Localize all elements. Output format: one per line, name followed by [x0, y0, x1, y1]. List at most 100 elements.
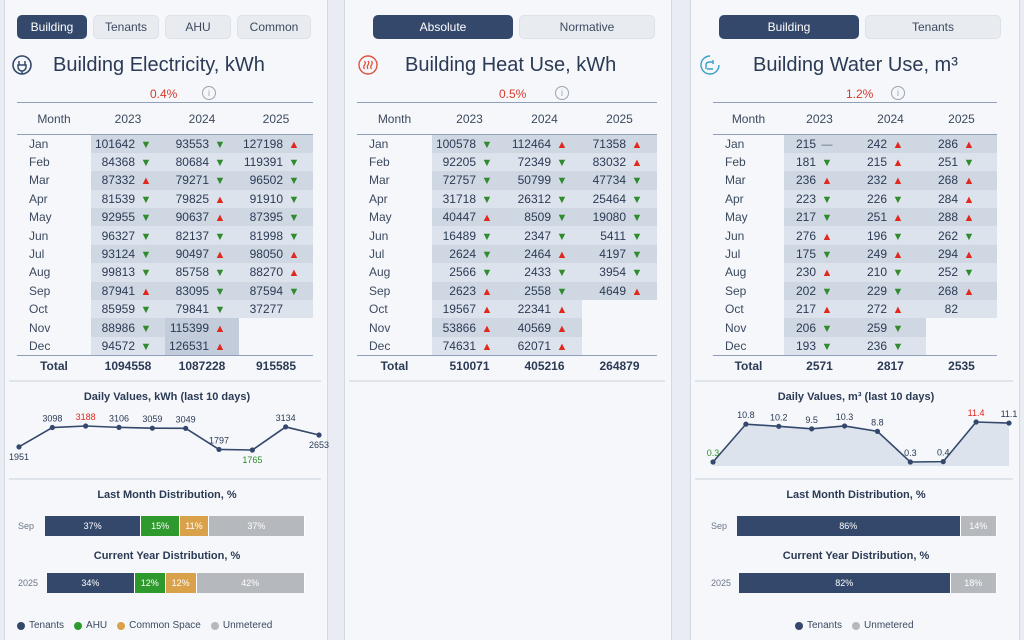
cell-value: 284 [937, 191, 958, 206]
cell-value: 53866 [442, 320, 476, 335]
table-cell: 100578 ▼ [432, 134, 507, 153]
info-icon[interactable]: i [555, 86, 569, 100]
table-row: Oct 217 ▲ 272 ▲ 82 [713, 300, 997, 319]
tab-normative[interactable]: Normative [519, 15, 655, 39]
month-label: Mar [369, 173, 390, 188]
column-header: 2024 [165, 102, 239, 135]
table-cell: 40569 ▲ [507, 318, 582, 337]
table-row: Apr 223 ▼ 226 ▼ 284 ▲ [713, 189, 997, 209]
data-label: 3049 [176, 414, 196, 424]
table-cell: 37277 [239, 300, 313, 319]
tab-absolute[interactable]: Absolute [373, 15, 513, 39]
cell-value: 85959 [101, 302, 135, 317]
column-header: Month [713, 102, 784, 135]
total-value: 915585 [239, 354, 313, 378]
table-cell [582, 318, 657, 336]
table-cell [582, 300, 657, 318]
tab-tenants[interactable]: Tenants [865, 15, 1001, 39]
arrow-up-icon: ▲ [556, 138, 568, 151]
table-cell: 93553 ▼ [165, 134, 239, 153]
month-label: Mar [29, 173, 50, 188]
cell-value: 181 [795, 155, 816, 170]
data-label: 11.1 [1001, 409, 1018, 419]
electricity-panel: Building Tenants AHU Common Building Ele… [4, 0, 329, 640]
table-row: Nov 53866 ▲ 40569 ▲ [357, 318, 657, 337]
info-icon[interactable]: i [891, 86, 905, 100]
tab-building[interactable]: Building [719, 15, 859, 39]
arrow-down-icon: ▼ [140, 193, 152, 206]
cell-value: 93553 [175, 136, 209, 151]
data-label: 3106 [109, 413, 129, 423]
tab-common[interactable]: Common [237, 15, 311, 39]
tab-building[interactable]: Building [17, 15, 87, 39]
cell-value: 83032 [592, 155, 626, 170]
cell-value: 50799 [517, 173, 551, 188]
table-cell: 127198 ▲ [239, 134, 313, 153]
arrow-up-icon: ▲ [821, 230, 833, 243]
arrow-down-icon: ▼ [214, 138, 226, 151]
water-legend: Tenants Unmetered [795, 620, 914, 631]
data-point [249, 447, 255, 453]
cell-value: 252 [937, 265, 958, 280]
data-point [16, 444, 22, 450]
cell-value: 100578 [435, 136, 476, 151]
cell-value: 251 [866, 210, 887, 225]
cell-value: 2347 [524, 228, 551, 243]
arrow-down-icon: ▼ [631, 267, 643, 280]
column-header: Month [17, 102, 91, 135]
divider [9, 478, 321, 480]
electricity-legend: Tenants AHU Common Space Unmetered [17, 620, 272, 631]
seg-ahu: 15% [141, 516, 181, 536]
divider [349, 380, 665, 382]
table-row: Apr 81539 ▼ 79825 ▲ 91910 ▼ [17, 189, 313, 209]
cell-value: 22341 [517, 302, 551, 317]
table-row: Apr 31718 ▼ 26312 ▼ 25464 ▼ [357, 189, 657, 209]
month-label: Jun [369, 228, 389, 243]
table-cell: 202 ▼ [784, 281, 855, 301]
table-row: Nov 206 ▼ 259 ▼ [713, 318, 997, 337]
arrow-down-icon: ▼ [821, 212, 833, 225]
month-label: Apr [29, 191, 48, 206]
info-icon[interactable]: i [202, 86, 216, 100]
cell-value: 8509 [524, 210, 551, 225]
table-cell: 16489 ▼ [432, 226, 507, 245]
month-label: Feb [369, 155, 390, 170]
tab-ahu[interactable]: AHU [165, 15, 231, 39]
table-cell: 2558 ▼ [507, 281, 582, 301]
month-label: Sep [29, 283, 51, 298]
tab-tenants[interactable]: Tenants [93, 15, 159, 39]
seg-tenants: 86% [737, 516, 961, 536]
seg-tenants: 82% [739, 573, 951, 593]
arrow-up-icon: ▲ [481, 212, 493, 225]
cell-value: 96502 [249, 173, 283, 188]
column-header: 2023 [91, 102, 165, 135]
data-label: 1951 [9, 452, 29, 462]
cell-value: 81998 [249, 228, 283, 243]
water-change: 1.2% [846, 87, 874, 101]
arrow-down-icon: ▼ [556, 157, 568, 170]
arrow-down-icon: ▼ [821, 157, 833, 170]
table-cell: 47734 ▼ [582, 171, 657, 190]
table-row: Feb 92205 ▼ 72349 ▼ 83032 ▲ [357, 152, 657, 172]
table-cell: 85959 ▼ [91, 300, 165, 319]
table-cell: 268 ▲ [926, 171, 997, 190]
cell-value: 4649 [599, 283, 626, 298]
water-icon [700, 55, 720, 75]
month-label: Jul [369, 247, 385, 262]
cell-value: 79841 [175, 302, 209, 317]
cell-value: 259 [866, 320, 887, 335]
data-label: 10.8 [737, 410, 755, 420]
cell-value: 81539 [101, 191, 135, 206]
table-cell: 226 ▼ [855, 189, 926, 209]
last-month-label: Sep [18, 521, 35, 531]
column-header: Month [357, 102, 432, 135]
arrow-down-icon: ▼ [892, 322, 904, 335]
table-cell: 84368 ▼ [91, 152, 165, 172]
cell-value: 215 [866, 155, 887, 170]
arrow-up-icon: ▲ [631, 285, 643, 298]
cell-value: 2464 [524, 247, 551, 262]
table-cell: 81998 ▼ [239, 226, 313, 245]
data-point [743, 421, 749, 427]
cell-value: 229 [866, 283, 887, 298]
cell-value: 193 [795, 338, 816, 353]
